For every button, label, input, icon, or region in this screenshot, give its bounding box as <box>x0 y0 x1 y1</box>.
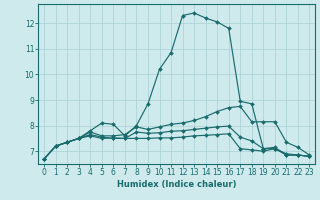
X-axis label: Humidex (Indice chaleur): Humidex (Indice chaleur) <box>117 180 236 189</box>
